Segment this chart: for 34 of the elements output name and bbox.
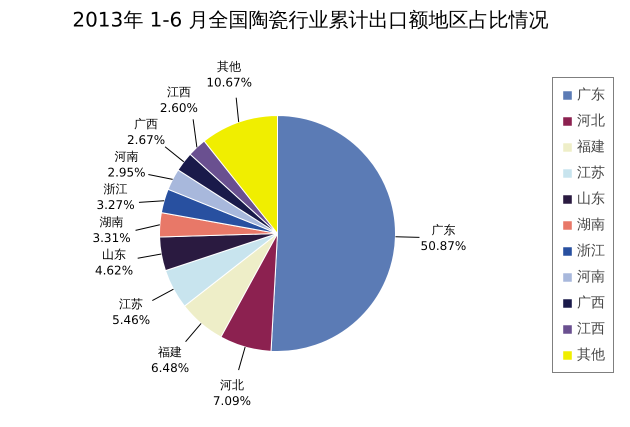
data-label: 2.60% — [160, 100, 198, 115]
legend-label: 河北 — [577, 112, 605, 130]
data-label: 10.67% — [206, 76, 252, 90]
legend-label: 浙江 — [577, 242, 605, 260]
slice-label: 河南 — [114, 150, 139, 164]
slice-label: 山东 — [102, 247, 126, 262]
slice-label: 江西 — [166, 84, 191, 99]
legend-label: 湖南 — [577, 216, 605, 234]
slice-label: 福建 — [158, 345, 182, 360]
data-label: 4.62% — [94, 263, 134, 278]
data-label: 50.87% — [420, 239, 466, 254]
data-label: 6.48% — [150, 361, 190, 376]
data-label: 2.67% — [127, 133, 166, 148]
legend-label: 江苏 — [577, 164, 605, 182]
legend-label: 其他 — [577, 346, 605, 364]
data-label: 2.95% — [107, 166, 146, 180]
legend-label: 江西 — [577, 320, 605, 338]
chart-title: 2013年 1-6 月全国陶瓷行业累计出口额地区占比情况 — [72, 8, 549, 32]
slice-label: 湖南 — [100, 214, 124, 229]
legend-label: 福建 — [577, 138, 605, 156]
legend-label: 广西 — [577, 294, 605, 312]
slice-label: 江苏 — [119, 296, 144, 311]
slice-label: 广东 — [431, 223, 456, 238]
slice-label: 浙江 — [104, 182, 128, 196]
data-label: 3.27% — [96, 198, 135, 212]
data-label: 3.31% — [92, 230, 131, 245]
legend-label: 河南 — [577, 268, 605, 286]
slice-label: 其他 — [217, 60, 242, 74]
data-label: 5.46% — [112, 312, 150, 327]
legend-label: 山东 — [577, 190, 605, 208]
slice-label: 广西 — [134, 117, 158, 132]
data-label: 7.09% — [212, 394, 252, 408]
slice-label: 河北 — [220, 378, 244, 392]
legend-label: 广东 — [577, 86, 605, 104]
